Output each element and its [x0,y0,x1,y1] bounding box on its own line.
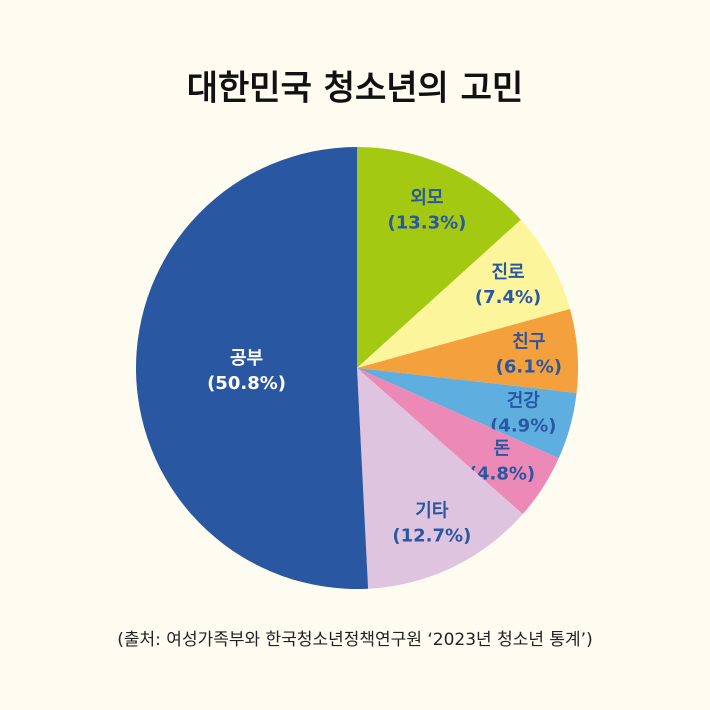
slice-label: 기타 [415,500,449,521]
pie-slice [357,368,523,589]
value-label: (12.7%) [392,525,471,546]
pie: 외모 (13.3%) 진로 (7.4%) 친구 (6.1%) 건강 (4.9%)돈 (4.8%)… [136,147,578,589]
slice-label: 친구 [512,331,545,352]
pie-slice [357,368,559,515]
value-label: (4.9%) [490,415,556,436]
pie-slice [357,309,578,393]
slice-label: 건강 [507,390,541,411]
pie-slice [357,147,521,368]
pie-slice [357,368,577,459]
value-label: (50.8%) [207,373,286,394]
chart-title: 대한민국 청소년의 고민 [187,69,523,109]
value-label: (6.1%) [496,356,562,377]
slice-label: 돈 [494,438,511,459]
pie-slice [136,147,369,589]
slice-label: 외모 [410,187,443,208]
value-label: (13.3%) [387,212,466,233]
source-note: (출처: 여성가족부와 한국청소년정책연구원 ‘2023년 청소년 통계’) [117,630,592,650]
slice-label: 진로 [491,262,524,283]
value-label: (7.4%) [475,287,541,308]
slice-label: 공부 [230,348,263,369]
value-label: (4.8%) [469,463,535,484]
pie-slice [357,219,570,368]
